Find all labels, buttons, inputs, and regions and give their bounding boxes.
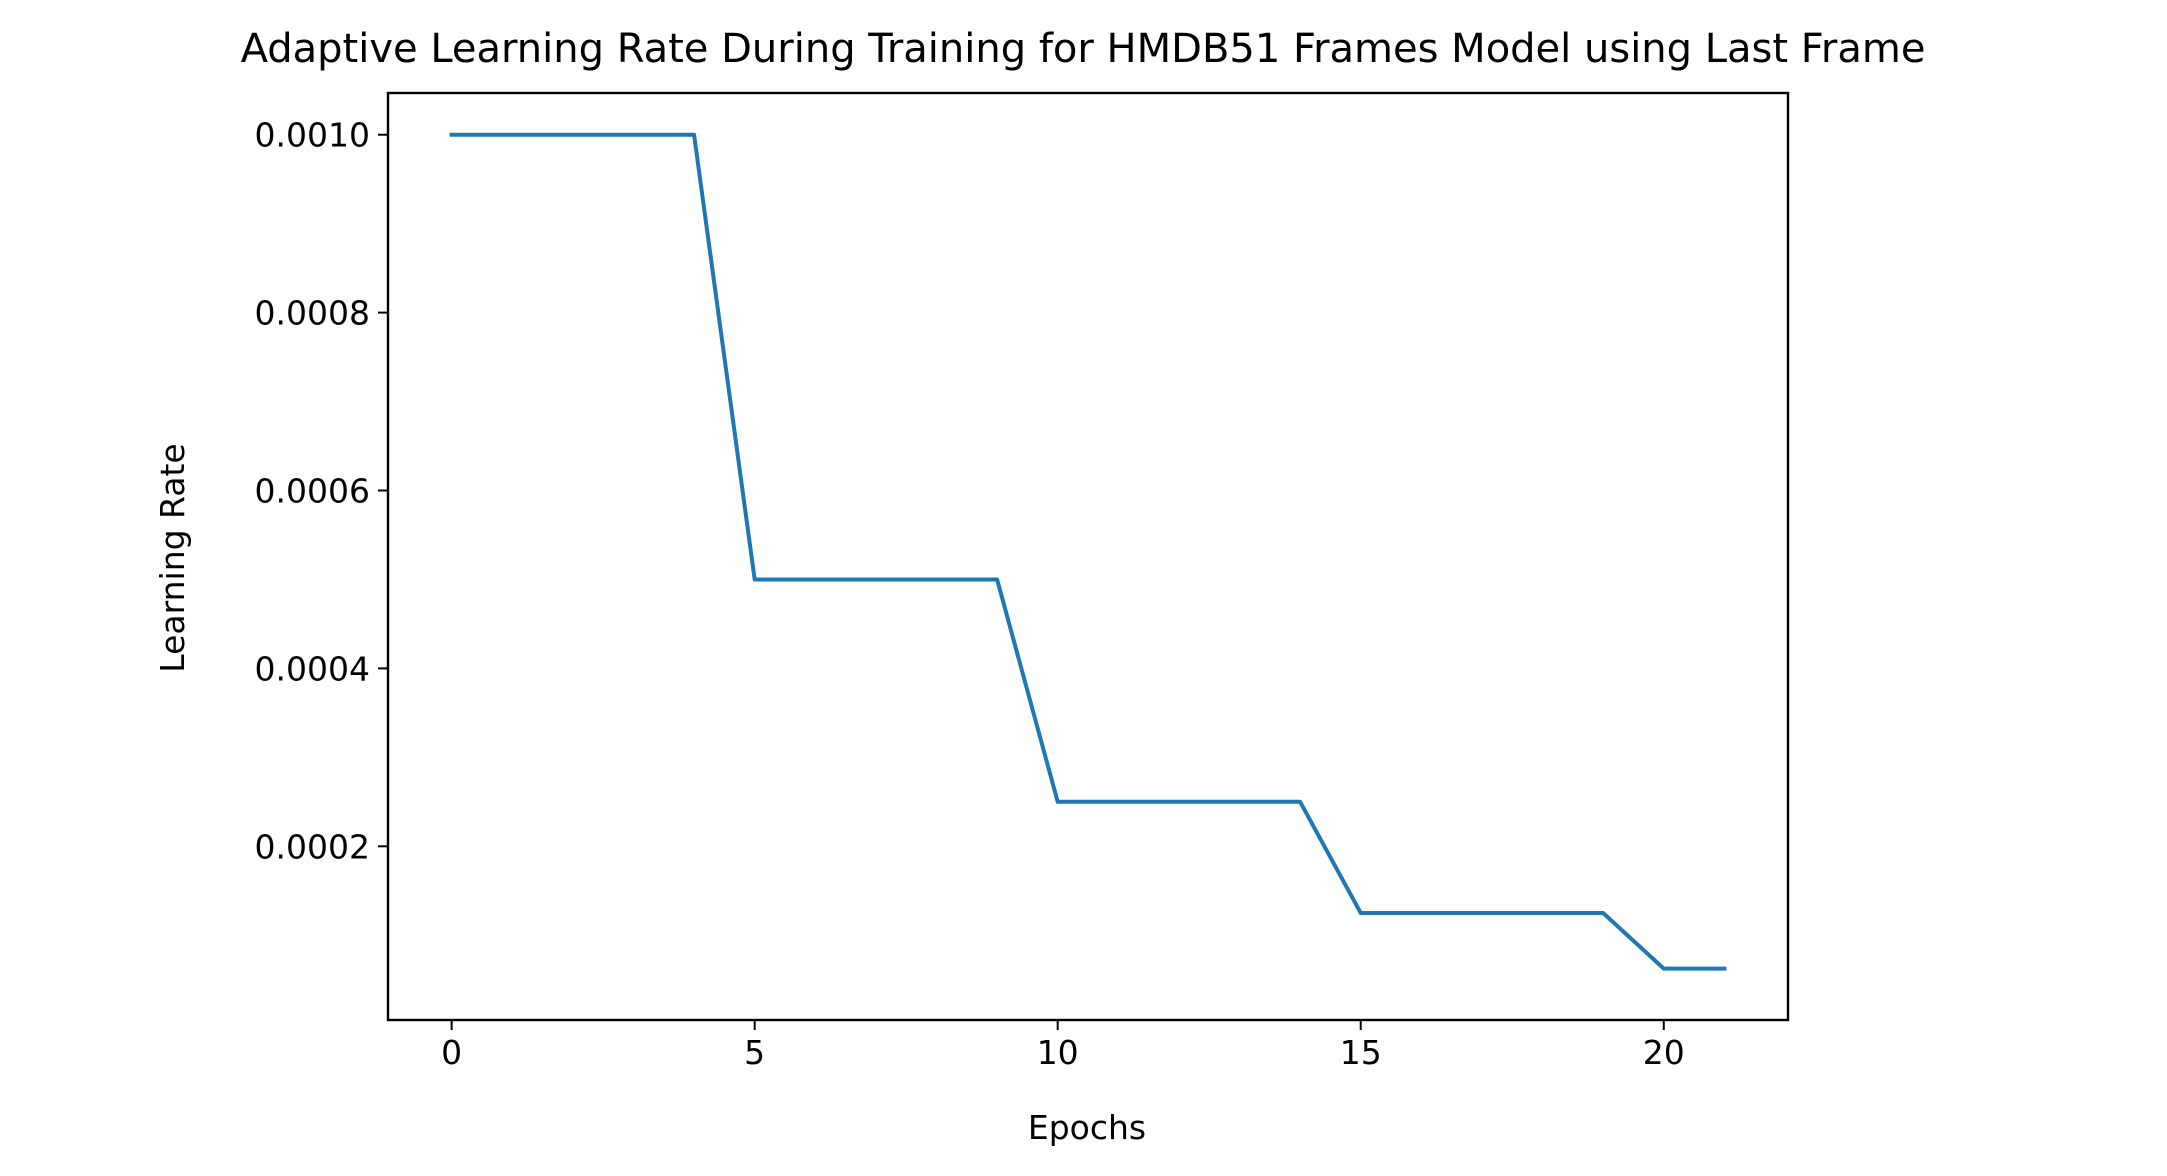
x-tick-label: 0 <box>441 1033 462 1072</box>
plot-area: 0 5 10 15 20 0.0002 0.0004 0.0006 0.0008 0.0010 <box>255 91 1790 1072</box>
x-axis-title: Epochs <box>1028 1108 1146 1147</box>
y-tick-label: 0.0002 <box>255 827 370 866</box>
x-axis: 0 5 10 15 20 <box>441 1020 1685 1072</box>
y-tick-label: 0.0006 <box>255 472 370 511</box>
chart-title: Adaptive Learning Rate During Training f… <box>241 26 1926 72</box>
x-tick-label: 15 <box>1340 1033 1382 1072</box>
data-series <box>449 132 1727 971</box>
y-axis: 0.0002 0.0004 0.0006 0.0008 0.0010 <box>255 116 388 866</box>
y-tick-label: 0.0008 <box>255 294 370 333</box>
plot-frame <box>386 91 1790 1022</box>
y-axis-title: Learning Rate <box>153 443 192 672</box>
series-line <box>449 132 1727 971</box>
y-tick-label: 0.0010 <box>255 116 370 155</box>
x-tick-label: 10 <box>1037 1033 1079 1072</box>
x-tick-label: 20 <box>1643 1033 1685 1072</box>
x-tick-label: 5 <box>744 1033 765 1072</box>
y-tick-label: 0.0004 <box>255 649 370 688</box>
